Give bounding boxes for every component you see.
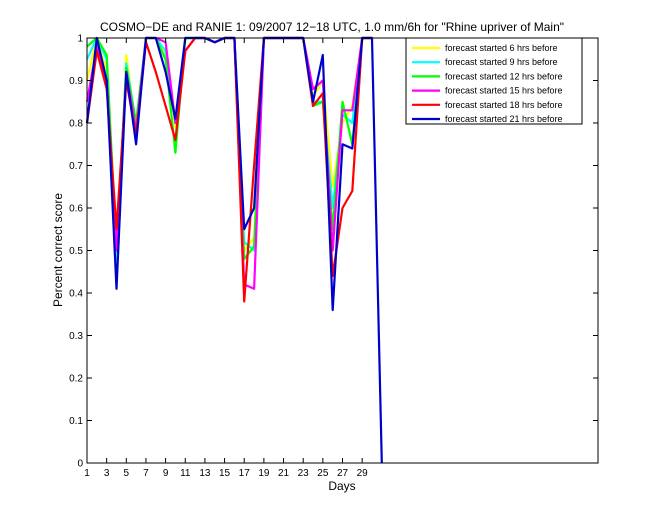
y-tick-label: 0.8 — [69, 119, 83, 130]
legend-label-4: forecast started 15 hrs before — [445, 86, 563, 96]
x-tick-label: 29 — [357, 468, 369, 479]
y-tick-label: 0.5 — [69, 246, 83, 257]
x-axis-label: Days — [328, 479, 355, 493]
y-axis-label: Percent correct score — [51, 193, 65, 307]
y-tick-label: 0.9 — [69, 76, 83, 87]
legend: forecast started 6 hrs before forecast st… — [405, 37, 583, 125]
x-tick-label: 13 — [199, 468, 211, 479]
y-tick-label: 0.1 — [69, 416, 83, 427]
x-tick-label: 7 — [143, 468, 149, 479]
legend-label-3: forecast started 12 hrs before — [445, 71, 563, 81]
x-tick-label: 9 — [163, 468, 169, 479]
y-tick-label: 0.6 — [69, 204, 83, 215]
x-tick-label: 17 — [239, 468, 251, 479]
x-tick-label: 25 — [317, 468, 329, 479]
y-axis: 0 0.1 0.2 0.3 0.4 0.5 0.6 0.7 0.8 0.9 1 — [69, 34, 598, 470]
legend-label-5: forecast started 18 hrs before — [445, 100, 563, 110]
y-tick-label: 0.4 — [69, 289, 83, 300]
x-tick-label: 3 — [104, 468, 110, 479]
legend-label-6: forecast started 21 hrs before — [445, 114, 563, 124]
x-tick-label: 21 — [278, 468, 290, 479]
legend-box — [405, 37, 583, 125]
x-tick-label: 11 — [180, 468, 191, 479]
y-tick-label: 1 — [77, 34, 83, 45]
y-tick-label: 0 — [77, 459, 83, 470]
legend-label-1: forecast started 6 hrs before — [445, 43, 558, 53]
x-axis: 1 3 5 7 9 11 13 15 17 19 21 23 25 27 29 — [84, 38, 368, 479]
y-tick-label: 0.3 — [69, 331, 83, 342]
x-tick-label: 1 — [84, 468, 90, 479]
x-tick-label: 15 — [219, 468, 231, 479]
x-tick-label: 19 — [258, 468, 270, 479]
x-tick-label: 23 — [298, 468, 310, 479]
x-tick-label: 27 — [337, 468, 349, 479]
y-tick-label: 0.7 — [69, 161, 83, 172]
chart-title: COSMO−DE and RANIE 1: 09/2007 12−18 UTC,… — [100, 20, 564, 34]
legend-label-2: forecast started 9 hrs before — [445, 57, 558, 67]
y-tick-label: 0.2 — [69, 374, 83, 385]
x-tick-label: 5 — [124, 468, 130, 479]
